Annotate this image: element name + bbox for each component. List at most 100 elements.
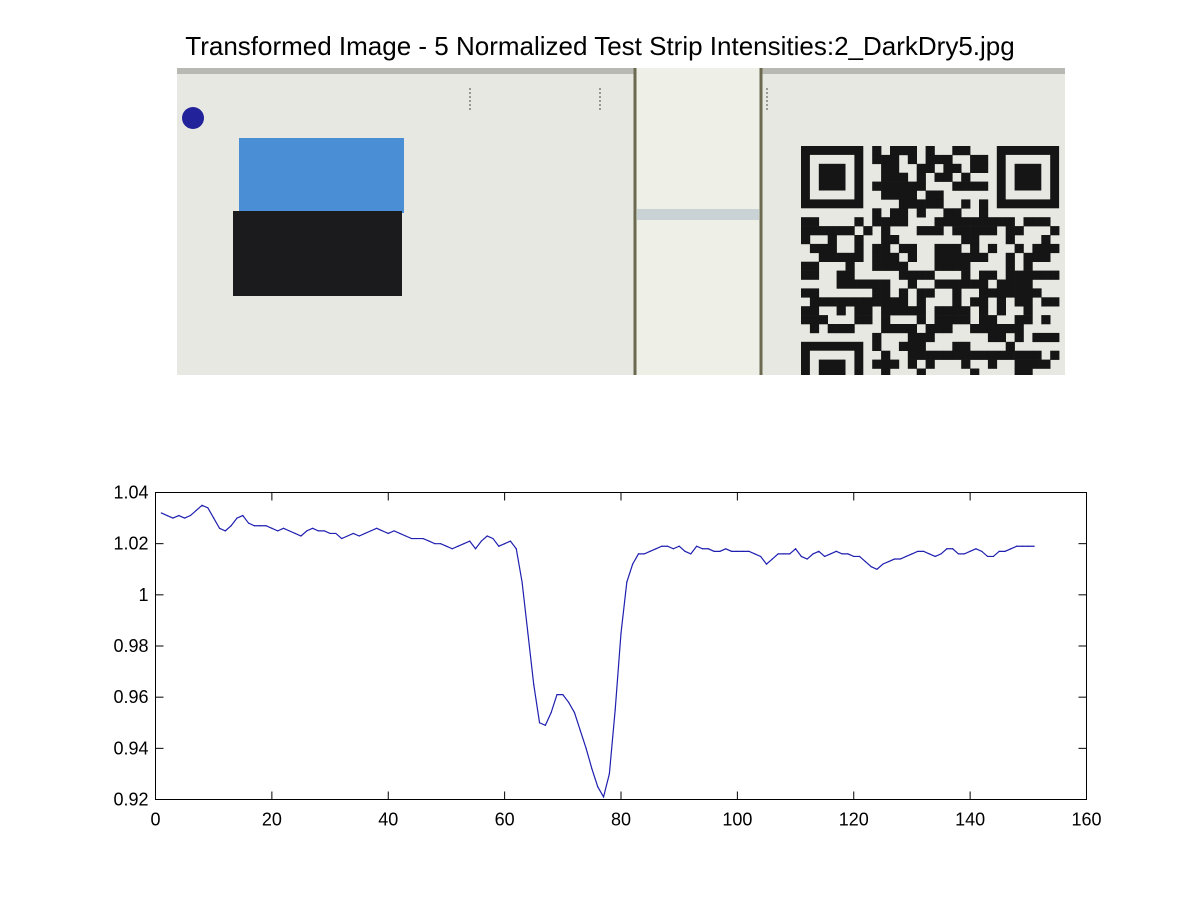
data-point	[282, 527, 285, 529]
qr-module	[925, 270, 935, 280]
qr-module	[1050, 350, 1060, 360]
test-strip-svg	[177, 68, 1065, 405]
qr-module	[952, 297, 962, 307]
qr-module	[916, 368, 926, 378]
qr-module	[845, 252, 855, 262]
qr-module	[872, 279, 882, 289]
qr-module	[970, 350, 980, 360]
qr-module	[1005, 279, 1015, 289]
qr-module	[898, 297, 909, 307]
qr-module	[881, 181, 891, 191]
data-point	[533, 683, 535, 685]
data-point	[562, 694, 564, 696]
qr-module	[916, 341, 926, 351]
qr-module	[907, 350, 917, 360]
data-point	[899, 558, 901, 560]
qr-module	[925, 154, 935, 165]
qr-module	[1005, 235, 1015, 245]
data-point	[986, 555, 989, 558]
data-point	[189, 514, 192, 517]
qr-module	[836, 270, 846, 280]
qr-module	[836, 226, 846, 236]
data-point	[620, 632, 622, 634]
qr-module	[881, 226, 891, 236]
data-point	[323, 530, 325, 532]
qr-module	[916, 181, 926, 191]
data-point	[690, 553, 692, 555]
qr-module	[970, 297, 980, 307]
qr-module	[801, 217, 811, 227]
qr-module	[854, 217, 864, 227]
qr-module	[925, 226, 935, 236]
qr-module	[970, 252, 980, 262]
data-point	[742, 550, 744, 552]
qr-module	[1041, 315, 1051, 325]
qr-module	[898, 324, 909, 334]
qr-module	[970, 217, 980, 227]
data-point	[637, 553, 640, 555]
data-point	[643, 553, 645, 555]
qr-module	[890, 252, 900, 262]
qr-module	[872, 341, 882, 351]
data-point	[422, 537, 424, 540]
qr-module	[907, 243, 917, 254]
qr-module	[979, 315, 989, 325]
data-point	[963, 553, 965, 555]
qr-finder-pattern	[1014, 163, 1042, 191]
data-point	[160, 512, 162, 514]
data-point	[666, 545, 669, 547]
data-point	[661, 545, 663, 547]
qr-module	[979, 199, 989, 209]
qr-module	[970, 163, 980, 173]
qr-module	[979, 297, 989, 307]
qr-module	[818, 226, 828, 236]
data-point	[632, 563, 634, 565]
qr-module	[872, 288, 882, 298]
data-point	[736, 550, 738, 552]
qr-module	[845, 324, 855, 334]
qr-module	[1032, 350, 1042, 360]
qr-module	[881, 368, 891, 378]
data-point	[492, 537, 494, 540]
data-point	[381, 530, 384, 532]
qr-module	[907, 332, 917, 343]
qr-module	[890, 235, 900, 245]
qr-module	[898, 217, 909, 227]
qr-module	[987, 288, 998, 298]
qr-module	[845, 261, 855, 271]
data-point	[504, 543, 506, 545]
qr-module	[1032, 288, 1042, 298]
data-point	[346, 535, 349, 537]
data-point	[387, 532, 389, 535]
qr-module	[970, 154, 980, 165]
qr-module	[916, 306, 926, 316]
data-point	[777, 553, 779, 555]
qr-module	[934, 154, 944, 165]
data-point	[527, 632, 529, 634]
data-point	[1021, 545, 1024, 547]
qr-module	[881, 252, 891, 262]
qr-module	[872, 181, 882, 191]
qr-module	[979, 163, 989, 173]
x-tick-label: 120	[839, 810, 869, 830]
qr-module	[934, 306, 944, 316]
data-point	[998, 550, 1000, 552]
qr-module	[881, 350, 891, 360]
qr-module	[934, 172, 944, 182]
qr-module	[952, 163, 962, 173]
qr-module	[1023, 252, 1033, 262]
qr-module	[898, 146, 909, 156]
data-point	[300, 535, 302, 537]
qr-module	[970, 279, 980, 289]
qr-module	[881, 324, 891, 334]
qr-module	[1050, 226, 1060, 236]
qr-module	[827, 324, 837, 334]
qr-module	[1014, 288, 1024, 298]
qr-module	[1014, 368, 1024, 378]
registration-dot	[182, 107, 204, 129]
qr-module	[818, 243, 828, 254]
qr-module	[961, 261, 971, 271]
data-point	[416, 537, 418, 540]
qr-module	[916, 350, 926, 360]
qr-module	[907, 146, 917, 156]
